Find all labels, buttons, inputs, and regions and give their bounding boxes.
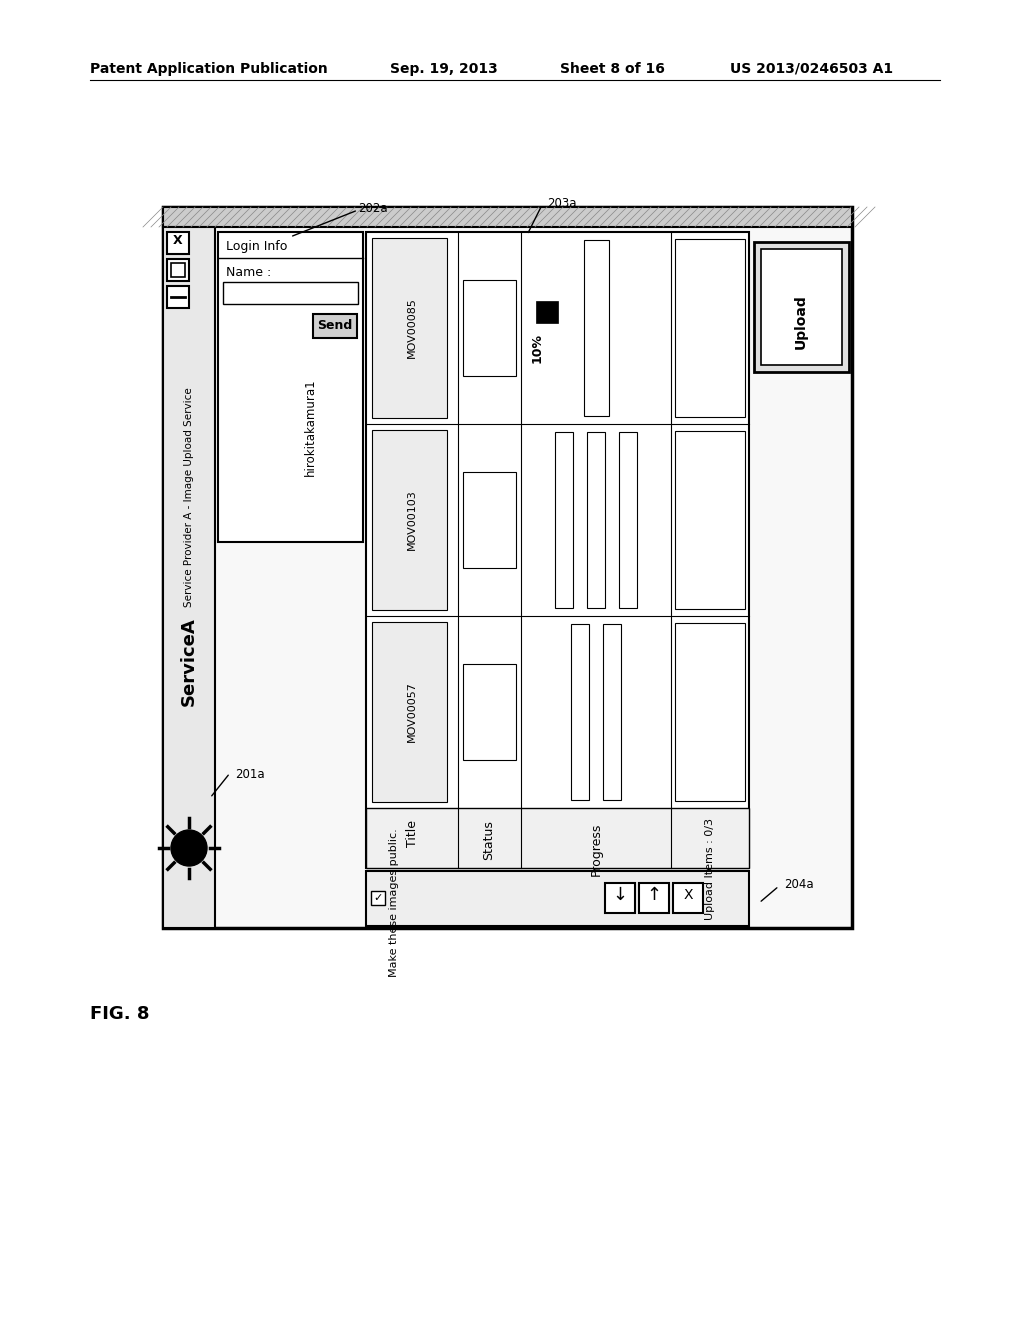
Text: US 2013/0246503 A1: US 2013/0246503 A1 — [730, 62, 893, 77]
Text: 203a: 203a — [547, 197, 577, 210]
Text: Sheet 8 of 16: Sheet 8 of 16 — [560, 62, 665, 77]
Bar — [463, 280, 516, 376]
Bar — [605, 883, 635, 913]
Bar — [555, 432, 573, 609]
Text: FIG. 8: FIG. 8 — [90, 1005, 150, 1023]
Bar — [675, 623, 745, 801]
Bar — [313, 314, 357, 338]
Text: MOV00103: MOV00103 — [407, 490, 417, 550]
Text: Make these images public.: Make these images public. — [389, 829, 399, 977]
Bar — [571, 624, 589, 800]
Bar — [163, 207, 852, 928]
Bar — [171, 263, 185, 277]
Text: Progress: Progress — [590, 822, 602, 876]
Bar — [618, 432, 637, 609]
Text: Name :: Name : — [226, 267, 271, 279]
Bar — [584, 240, 609, 416]
Text: ServiceA: ServiceA — [180, 618, 198, 706]
Text: 10%: 10% — [531, 333, 544, 363]
Bar — [372, 622, 447, 803]
Text: Patent Application Publication: Patent Application Publication — [90, 62, 328, 77]
Bar — [463, 664, 516, 760]
Text: Title: Title — [406, 820, 419, 847]
Text: Status: Status — [482, 820, 496, 859]
Text: X: X — [173, 234, 183, 247]
Bar — [372, 430, 447, 610]
Text: MOV00085: MOV00085 — [407, 297, 417, 359]
Text: ✓: ✓ — [373, 894, 382, 903]
Bar — [366, 871, 749, 927]
Bar — [223, 282, 358, 304]
Bar — [673, 883, 703, 913]
Text: 204a: 204a — [784, 878, 814, 891]
Bar — [587, 432, 605, 609]
Bar — [675, 432, 745, 609]
Bar — [366, 232, 749, 869]
Text: Upload Items : 0/3: Upload Items : 0/3 — [705, 818, 715, 920]
Bar — [372, 238, 447, 418]
Text: Send: Send — [317, 319, 352, 333]
Circle shape — [171, 830, 207, 866]
Bar — [167, 259, 189, 281]
Text: Sep. 19, 2013: Sep. 19, 2013 — [390, 62, 498, 77]
Bar — [754, 242, 849, 372]
Text: Service Provider A - Image Upload Service: Service Provider A - Image Upload Servic… — [184, 388, 194, 607]
Bar — [218, 232, 362, 543]
Text: MOV00057: MOV00057 — [407, 681, 417, 742]
Text: Login Info: Login Info — [226, 240, 288, 253]
Text: hirokitakamura1: hirokitakamura1 — [303, 379, 316, 475]
Bar — [536, 301, 558, 323]
Text: Upload: Upload — [794, 294, 808, 350]
Bar — [366, 808, 749, 869]
Bar — [761, 249, 842, 366]
Bar — [603, 624, 621, 800]
Text: 201a: 201a — [234, 768, 264, 781]
Bar — [163, 207, 852, 227]
Bar — [167, 286, 189, 308]
Bar — [463, 473, 516, 568]
Text: ↓: ↓ — [612, 886, 628, 904]
Text: 202a: 202a — [358, 202, 388, 215]
Bar — [163, 227, 215, 928]
Text: X: X — [683, 888, 693, 902]
Text: ↑: ↑ — [646, 886, 662, 904]
Bar — [371, 891, 385, 906]
Bar — [167, 232, 189, 253]
Bar — [675, 239, 745, 417]
Bar — [639, 883, 669, 913]
